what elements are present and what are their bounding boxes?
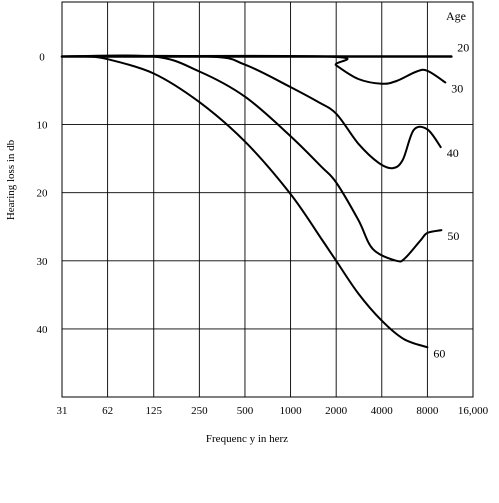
series-line-age-30 [61, 54, 447, 85]
series-label-age-40: 40 [447, 146, 459, 160]
x-tick-label: 62 [102, 405, 113, 417]
x-tick-label: 250 [191, 405, 208, 417]
x-tick-label: 1000 [280, 405, 303, 417]
y-axis-title: Hearing loss in db [5, 139, 17, 220]
x-tick-label: 125 [145, 405, 162, 417]
series-line-age-50 [61, 54, 443, 263]
legend-layer: 20 30 40 50 60 Age [433, 9, 469, 360]
x-tick-label: 16,000 [458, 405, 489, 417]
series-label-age-50: 50 [447, 229, 459, 243]
x-tick-label: 8000 [416, 405, 439, 417]
y-tick-label: 30 [37, 256, 49, 268]
series-line-age-40 [61, 54, 442, 170]
x-tick-label: 4000 [371, 405, 394, 417]
tick-label-layer: 31 62 125 250 500 1000 2000 4000 8000 16,000 0 10 20… [37, 51, 489, 417]
y-tick-label: 10 [37, 120, 49, 132]
x-tick-label: 2000 [325, 405, 348, 417]
y-tick-label: 40 [37, 324, 49, 336]
y-tick-label: 20 [37, 188, 49, 200]
x-tick-label: 500 [237, 405, 254, 417]
y-tick-label: 0 [39, 51, 45, 63]
series-layer [60, 54, 453, 349]
x-tick-label: 31 [57, 405, 68, 417]
grid-layer [61, 1, 474, 398]
series-label-age-30: 30 [451, 81, 463, 95]
x-axis-title: Frequenc y in herz [206, 433, 288, 445]
series-line-age-60 [61, 55, 429, 349]
plot-frame [61, 1, 474, 398]
series-label-age-20: 20 [457, 40, 469, 54]
legend-title: Age [446, 9, 466, 23]
series-label-age-60: 60 [433, 346, 445, 360]
